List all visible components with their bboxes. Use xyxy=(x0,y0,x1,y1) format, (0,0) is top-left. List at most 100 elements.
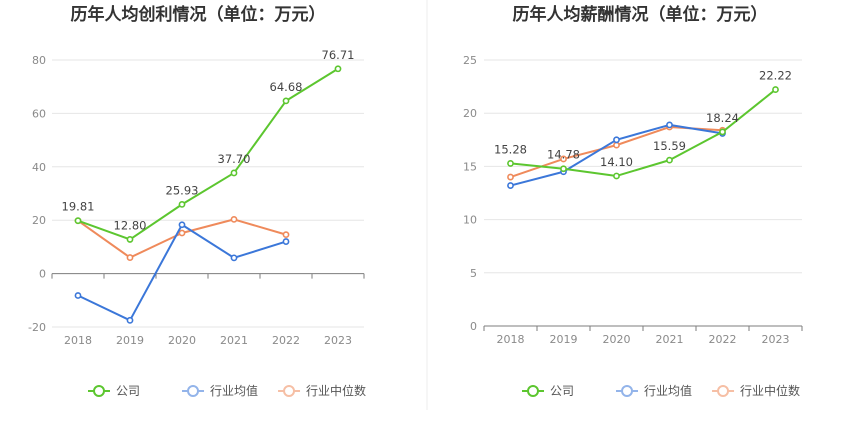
data-point[interactable] xyxy=(282,238,290,245)
legend-marker-icon xyxy=(93,385,105,397)
y-tick-label: 5 xyxy=(470,267,477,280)
series-industry-median xyxy=(507,123,726,181)
data-label: 15.59 xyxy=(653,139,686,153)
series-industry-median xyxy=(74,215,290,261)
data-label: 22.22 xyxy=(759,69,792,83)
x-tick-label: 2020 xyxy=(168,334,196,347)
legend-item-industry-median[interactable]: 行业中位数 xyxy=(712,383,800,398)
legend: 公司 行业均值 行业中位数 xyxy=(522,383,800,398)
series-company: 15.28 14.78 14.10 15.59 18.24 22.22 xyxy=(494,69,792,180)
x-tick-label: 2022 xyxy=(272,334,300,347)
y-tick-label: 25 xyxy=(463,54,477,67)
series-line xyxy=(77,223,287,322)
data-label: 15.28 xyxy=(494,142,527,156)
legend-item-industry-median[interactable]: 行业中位数 xyxy=(278,383,366,398)
data-point[interactable] xyxy=(126,316,134,324)
data-point[interactable] xyxy=(613,141,620,149)
data-point[interactable] xyxy=(282,231,290,239)
data-point[interactable] xyxy=(507,160,514,167)
y-tick-label: 40 xyxy=(32,161,46,174)
legend-label: 行业中位数 xyxy=(740,383,800,398)
data-point[interactable] xyxy=(230,215,238,223)
data-point[interactable] xyxy=(178,229,186,237)
y-tick-label: 20 xyxy=(32,214,46,227)
y-tick-label: 10 xyxy=(463,214,477,227)
data-point[interactable] xyxy=(666,156,673,164)
y-tick-label: 15 xyxy=(463,160,477,173)
legend-marker-icon xyxy=(187,385,200,397)
data-point[interactable] xyxy=(126,236,134,243)
x-tick-label: 2020 xyxy=(603,333,631,346)
data-label: 37.70 xyxy=(218,152,251,166)
legend-marker-icon xyxy=(717,385,730,397)
data-label: 14.78 xyxy=(547,148,580,162)
data-point[interactable] xyxy=(666,121,673,129)
legend-marker-icon xyxy=(527,385,539,397)
legend-label: 公司 xyxy=(116,384,140,398)
salary-per-capita-chart: 历年人均薪酬情况（单位：万元） 0 5 10 15 20 25 2018 2019 2020 20… xyxy=(463,4,803,398)
legend-item-company[interactable]: 公司 xyxy=(88,384,140,398)
data-label: 18.24 xyxy=(706,111,739,125)
series-line xyxy=(510,88,777,177)
x-tick-label: 2021 xyxy=(220,334,248,347)
legend: 公司 行业均值 行业中位数 xyxy=(88,383,366,398)
data-point[interactable] xyxy=(230,254,238,262)
data-point[interactable] xyxy=(282,97,290,105)
y-tick-label: 0 xyxy=(39,268,46,281)
data-label: 25.93 xyxy=(166,183,199,197)
data-point[interactable] xyxy=(126,254,134,261)
data-point[interactable] xyxy=(74,217,82,225)
legend-label: 行业中位数 xyxy=(306,383,366,398)
series-line xyxy=(510,126,723,178)
axes: -20 0 20 40 60 80 2018 2019 2020 2021 2022 2023 xyxy=(28,54,365,347)
x-tick-label: 2021 xyxy=(656,333,684,346)
y-tick-label: 60 xyxy=(32,107,46,120)
data-label: 14.10 xyxy=(600,155,633,169)
data-label: 76.71 xyxy=(322,48,355,62)
data-point[interactable] xyxy=(507,182,514,189)
plot-area: 15.28 14.78 14.10 15.59 18.24 22.22 xyxy=(494,69,792,189)
x-tick-label: 2022 xyxy=(709,333,737,346)
data-point[interactable] xyxy=(560,165,567,173)
legend-label: 行业均值 xyxy=(210,383,258,398)
data-label: 19.81 xyxy=(62,200,95,214)
y-tick-label: 20 xyxy=(463,107,477,120)
axes: 0 5 10 15 20 25 2018 2019 2020 2021 2022 2023 xyxy=(463,54,803,346)
y-tick-label: 80 xyxy=(32,54,46,67)
data-label: 64.68 xyxy=(270,80,303,94)
y-tick-label: 0 xyxy=(470,320,477,333)
x-tick-label: 2023 xyxy=(762,333,790,346)
legend-item-industry-mean[interactable]: 行业均值 xyxy=(182,383,258,398)
legend-marker-icon xyxy=(621,385,634,397)
plot-area: 19.81 12.80 25.93 37.70 64.68 76.71 xyxy=(62,48,355,324)
x-tick-label: 2019 xyxy=(550,333,578,346)
data-point[interactable] xyxy=(178,221,186,229)
data-point[interactable] xyxy=(74,292,82,299)
data-point[interactable] xyxy=(178,200,186,208)
data-label: 12.80 xyxy=(114,218,147,232)
x-tick-label: 2023 xyxy=(324,334,352,347)
data-point[interactable] xyxy=(560,155,567,163)
data-point[interactable] xyxy=(613,136,620,144)
series-company: 19.81 12.80 25.93 37.70 64.68 76.71 xyxy=(62,48,355,243)
series-line xyxy=(77,67,339,241)
gridlines xyxy=(52,59,364,328)
profit-per-capita-chart: 历年人均创利情况（单位：万元） -20 0 20 40 60 80 2018 2019 2020… xyxy=(28,4,366,398)
legend-item-industry-mean[interactable]: 行业均值 xyxy=(616,383,692,398)
data-point[interactable] xyxy=(230,169,238,177)
data-point[interactable] xyxy=(719,128,726,136)
legend-item-company[interactable]: 公司 xyxy=(522,384,574,398)
data-point[interactable] xyxy=(334,65,342,73)
series-industry-mean xyxy=(74,221,290,324)
data-point[interactable] xyxy=(613,172,620,180)
x-tick-label: 2019 xyxy=(116,334,144,347)
chart-title: 历年人均创利情况（单位：万元） xyxy=(71,4,326,25)
legend-label: 公司 xyxy=(550,384,574,398)
data-point[interactable] xyxy=(772,86,779,93)
legend-marker-icon xyxy=(283,385,296,397)
chart-title: 历年人均薪酬情况（单位：万元） xyxy=(513,4,768,25)
legend-label: 行业均值 xyxy=(644,383,692,398)
data-point[interactable] xyxy=(507,173,514,181)
